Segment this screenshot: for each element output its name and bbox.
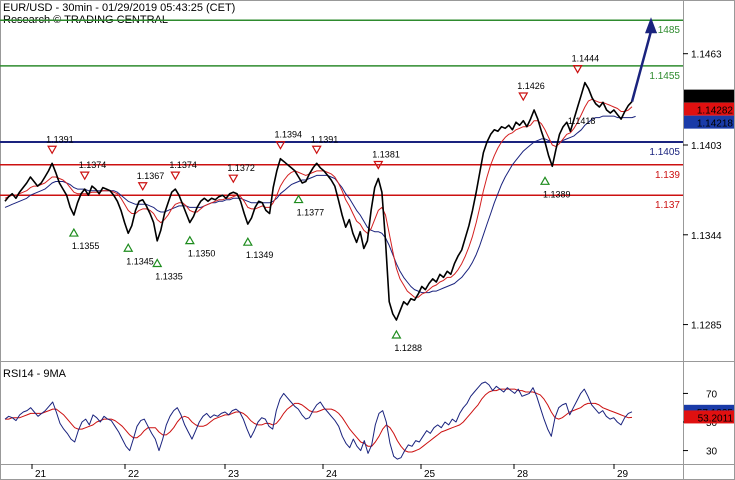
up-marker: [184, 235, 195, 245]
arrow-head: [645, 17, 657, 34]
swing-low-label: 1.1350: [188, 249, 216, 259]
rsi-tick-label: 30: [706, 447, 718, 458]
swing-high-label: 1.1381: [372, 149, 400, 159]
rsi-series: [4, 381, 633, 460]
ma-fast-line: [4, 98, 633, 298]
swing-high-label: 1.1444: [572, 54, 600, 64]
last-price-labels: 1.14315 1.14282 1.14218: [684, 89, 734, 130]
time-tick-label: 28: [517, 469, 529, 480]
level-label: 1.1405: [649, 147, 680, 158]
level-annotation: 1.1418: [568, 116, 596, 126]
down-marker: [170, 171, 181, 181]
down-marker: [275, 141, 286, 150]
last-price-box: [684, 102, 734, 116]
time-axis: 21 22 23 24 25 28 29: [31, 464, 629, 480]
chart-header-title: EUR/USD - 30min - 01/29/2019 05:43:25 (C…: [3, 2, 235, 14]
down-marker: [373, 160, 384, 170]
last-price-value: 1.14282: [697, 106, 734, 117]
level-label: 1.1455: [649, 71, 680, 82]
time-tick-label: 25: [424, 469, 436, 480]
down-marker: [79, 171, 90, 181]
down-marker: [228, 174, 239, 184]
time-tick-label: 22: [128, 469, 140, 480]
rsi-tick-label: 70: [706, 389, 718, 400]
rsi-panel-title: RSI14 - 9MA: [3, 368, 67, 380]
swing-low-label: 1.1345: [126, 256, 154, 266]
price-line: [4, 81, 633, 321]
up-marker: [242, 236, 253, 246]
swing-high-label: 1.1394: [274, 130, 302, 140]
swing-low-label: 1.1349: [246, 250, 274, 260]
swing-high-label: 1.1367: [137, 171, 165, 181]
swing-high-label: 1.1374: [79, 160, 107, 170]
level-label: 1.139: [655, 170, 680, 181]
down-marker: [311, 145, 322, 155]
price-series: [4, 81, 636, 321]
up-marker: [539, 176, 551, 185]
swing-low-label: 1.1335: [155, 271, 183, 281]
swing-high-label: 1.1374: [169, 160, 197, 170]
support-resistance-levels: 1.1485 1.1455 1.1405 1.139 1.137: [0, 19, 683, 211]
last-price-box: [684, 89, 734, 103]
time-tick-label: 21: [35, 469, 47, 480]
down-marker: [518, 92, 529, 102]
rsi-ma-line: [5, 388, 633, 453]
price-tick-label: 1.1403: [691, 141, 722, 152]
last-price-value: 1.14218: [697, 119, 734, 130]
swing-high-label: 1.1391: [311, 134, 339, 144]
rsi-last-value: 53.2011: [698, 413, 734, 424]
down-marker: [47, 145, 58, 155]
swing-low-label: 1.1355: [72, 241, 100, 251]
up-marker: [123, 243, 134, 252]
price-tick-label: 1.1285: [691, 321, 722, 332]
level-label: 1.1485: [649, 25, 680, 36]
rsi-line: [4, 381, 633, 460]
time-tick-label: 23: [228, 469, 240, 480]
swing-low-label: 1.1288: [394, 343, 422, 353]
time-tick-label: 24: [326, 469, 338, 480]
rsi-last-box: [684, 410, 734, 424]
last-price-value: 1.14315: [697, 93, 734, 104]
time-tick-label: 29: [617, 469, 629, 480]
rsi-axis: 70503057.132553.2011: [683, 389, 734, 458]
swing-high-label: 1.1372: [227, 163, 255, 173]
price-tick-label: 1.1463: [691, 50, 722, 61]
swing-high-label: 1.1391: [46, 134, 74, 144]
arrow-shaft: [630, 30, 653, 102]
price-tick-label: 1.1344: [691, 231, 722, 242]
up-marker: [391, 329, 402, 339]
up-marker: [68, 227, 79, 237]
price-axis: 1.1463 1.1403 1.1344 1.1285: [683, 50, 722, 332]
up-marker: [152, 258, 163, 268]
swing-low-label: 1.1377: [297, 208, 325, 218]
level-label: 1.137: [655, 200, 680, 211]
projection-arrow: [630, 17, 657, 102]
last-price-box: [684, 115, 734, 129]
down-marker: [137, 182, 148, 191]
down-marker: [572, 65, 583, 74]
swing-markers: 1.1391 1.1374 1.1367 1.1374 1.1372 1.1394 1.13…: [46, 54, 599, 353]
rsi-tick-label: 50: [706, 418, 718, 429]
swing-high-label: 1.1426: [517, 81, 545, 91]
up-marker: [293, 194, 304, 204]
swing-low-label: 1.1389: [543, 189, 571, 199]
